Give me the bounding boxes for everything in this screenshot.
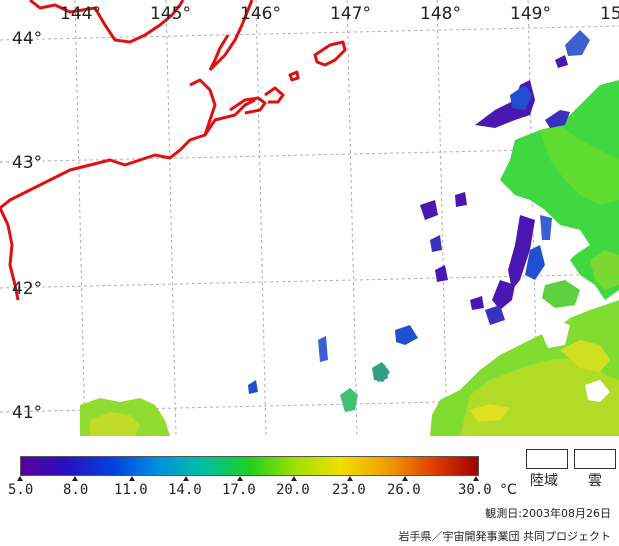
land-label: 陸域 (530, 473, 558, 489)
lon-label-147: 147° (330, 4, 371, 24)
tick-mark (17, 476, 23, 481)
lat-label-42: 42° (12, 279, 42, 299)
meridian-147 (346, 0, 358, 436)
meridian-146 (255, 0, 267, 436)
tick-mark (129, 476, 135, 481)
lon-labels: 144° 145° 146° 147° 148° 149° 15 (60, 4, 619, 24)
land-swatch (526, 449, 568, 469)
parallel-43 (0, 147, 619, 163)
meridian-148 (436, 0, 448, 436)
coastline (0, 0, 347, 301)
sst-patch-northeast (500, 80, 619, 300)
tick-label: 20.0 (276, 482, 310, 498)
unit-label: °C (500, 482, 517, 498)
color-scale-bar (20, 456, 479, 476)
lon-label-150: 15 (600, 4, 619, 24)
credit-line: 岩手県／宇宙開発事業団 共同プロジェクト (398, 530, 612, 543)
tick-label: 11.0 (114, 482, 148, 498)
tick-label: 5.0 (8, 482, 34, 498)
sst-cold-patches (248, 30, 590, 394)
tick-label: 26.0 (387, 482, 421, 498)
lon-label-148: 148° (420, 4, 461, 24)
tick-mark (402, 476, 408, 481)
lon-label-149: 149° (510, 4, 551, 24)
tick-label: 8.0 (63, 482, 89, 498)
lat-label-44: 44° (12, 29, 42, 49)
lon-label-145: 145° (150, 4, 191, 24)
cloud-label: 雲 (588, 473, 602, 489)
tick-mark (237, 476, 243, 481)
tick-mark (291, 476, 297, 481)
sst-patch-south (80, 280, 619, 436)
tick-mark (72, 476, 78, 481)
tick-mark (183, 476, 189, 481)
parallel-44 (0, 25, 619, 41)
parallel-42 (0, 273, 619, 289)
tick-label: 30.0 (458, 482, 492, 498)
cloud-swatch (574, 449, 616, 469)
lat-labels: 44° 43° 42° 41° (12, 29, 42, 423)
lat-label-41: 41° (12, 403, 42, 423)
tick-label: 17.0 (222, 482, 256, 498)
meridian-145 (165, 0, 177, 436)
tick-mark (347, 476, 353, 481)
meridian-144 (74, 0, 86, 436)
lon-label-146: 146° (240, 4, 281, 24)
observation-date: 観測日:2003年08月26日 (485, 507, 611, 520)
lat-label-43: 43° (12, 153, 42, 173)
tick-label: 14.0 (168, 482, 202, 498)
tick-mark (473, 476, 479, 481)
lon-label-144: 144° (60, 4, 101, 24)
tick-label: 23.0 (332, 482, 366, 498)
